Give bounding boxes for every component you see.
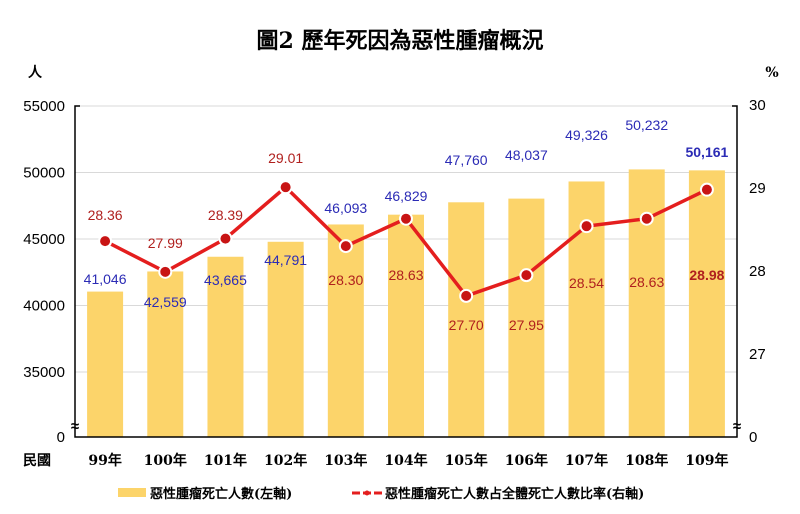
legend-bar-label: 惡性腫瘤死亡人數(左軸)	[150, 486, 292, 502]
right-tick-label: 29	[749, 180, 766, 197]
category-label: 107年	[565, 452, 608, 469]
right-tick-label: 28	[749, 263, 766, 280]
category-label: 106年	[505, 452, 548, 469]
bar	[327, 224, 364, 437]
bar	[267, 241, 304, 437]
category-label: 103年	[324, 452, 367, 469]
axis-break-icon: ≈	[71, 418, 79, 435]
bar-value-label: 50,232	[625, 117, 668, 133]
ratio-point	[338, 239, 353, 254]
right-axis-unit: %	[765, 65, 778, 81]
category-label: 101年	[204, 452, 247, 469]
ratio-value-label: 28.54	[569, 275, 604, 291]
right-tick-label: 27	[749, 346, 766, 363]
category-label: 100年	[144, 452, 187, 469]
bar-value-label: 43,665	[204, 272, 247, 288]
ratio-value-label: 28.36	[88, 207, 123, 223]
axis-frame	[74, 105, 738, 438]
left-tick-label: 35000	[23, 364, 65, 381]
ratio-point	[399, 211, 413, 226]
bar	[508, 198, 545, 437]
bar-value-label: 44,791	[264, 252, 307, 268]
bar-value-label: 46,093	[324, 200, 367, 216]
axis-break-icon: ≈	[733, 418, 741, 435]
chart-title: 圖2 歷年死因為惡性腫瘤概況	[257, 28, 544, 54]
bar-value-label: 42,559	[144, 294, 187, 310]
bar-value-label: 48,037	[505, 147, 548, 163]
left-tick-label: 55000	[23, 98, 65, 115]
bar	[87, 291, 124, 437]
legend-bar-swatch	[118, 488, 146, 497]
right-tick-label: 30	[749, 97, 766, 114]
ratio-value-label: 28.63	[388, 267, 423, 283]
bar-value-label: 41,046	[84, 271, 127, 287]
ratio-value-label: 28.98	[689, 267, 724, 283]
left-tick-label: 50000	[23, 165, 65, 182]
ratio-point	[579, 219, 594, 234]
ratio-value-label: 28.63	[629, 274, 664, 290]
category-label: 109年	[685, 452, 728, 469]
ratio-value-label: 28.30	[328, 272, 363, 288]
category-label: 108年	[625, 452, 668, 469]
bar-value-label: 47,760	[445, 152, 488, 168]
left-tick-label: 45000	[23, 231, 65, 248]
bar	[448, 202, 485, 437]
bar	[388, 214, 424, 437]
left-axis-unit: 人	[28, 64, 43, 81]
bar-value-label: 50,161	[685, 144, 728, 160]
bar	[628, 169, 665, 437]
ratio-point	[519, 268, 534, 283]
ratio-point	[218, 231, 233, 246]
ratio-point	[459, 288, 474, 303]
ratio-value-label: 27.99	[148, 235, 183, 251]
left-tick-label: 0	[57, 429, 65, 446]
ratio-point	[639, 211, 654, 226]
category-label: 104年	[384, 452, 427, 469]
legend-line-marker	[364, 490, 370, 496]
ratio-point	[278, 180, 293, 195]
bar-value-label: 49,326	[565, 127, 608, 143]
ratio-value-label: 28.39	[208, 207, 243, 223]
ratio-value-label: 29.01	[268, 150, 303, 166]
legend: 惡性腫瘤死亡人數(左軸) 惡性腫瘤死亡人數占全體死亡人數比率(右軸)	[118, 486, 644, 502]
bar-value-label: 46,829	[385, 188, 428, 204]
bar	[688, 170, 725, 437]
ratio-point	[158, 264, 173, 279]
ratio-point	[98, 234, 113, 249]
ratio-value-label: 27.70	[449, 317, 484, 333]
bar	[147, 271, 184, 437]
legend-line-label: 惡性腫瘤死亡人數占全體死亡人數比率(右軸)	[385, 486, 644, 502]
ratio-value-label: 27.95	[509, 317, 544, 333]
x-axis-label: 民國	[23, 453, 51, 469]
category-label: 105年	[445, 452, 488, 469]
category-label: 99年	[88, 452, 121, 469]
category-label: 102年	[264, 452, 307, 469]
ratio-point	[699, 182, 714, 197]
right-tick-label: 0	[749, 429, 757, 446]
left-tick-label: 40000	[23, 298, 65, 315]
bar	[207, 256, 244, 437]
